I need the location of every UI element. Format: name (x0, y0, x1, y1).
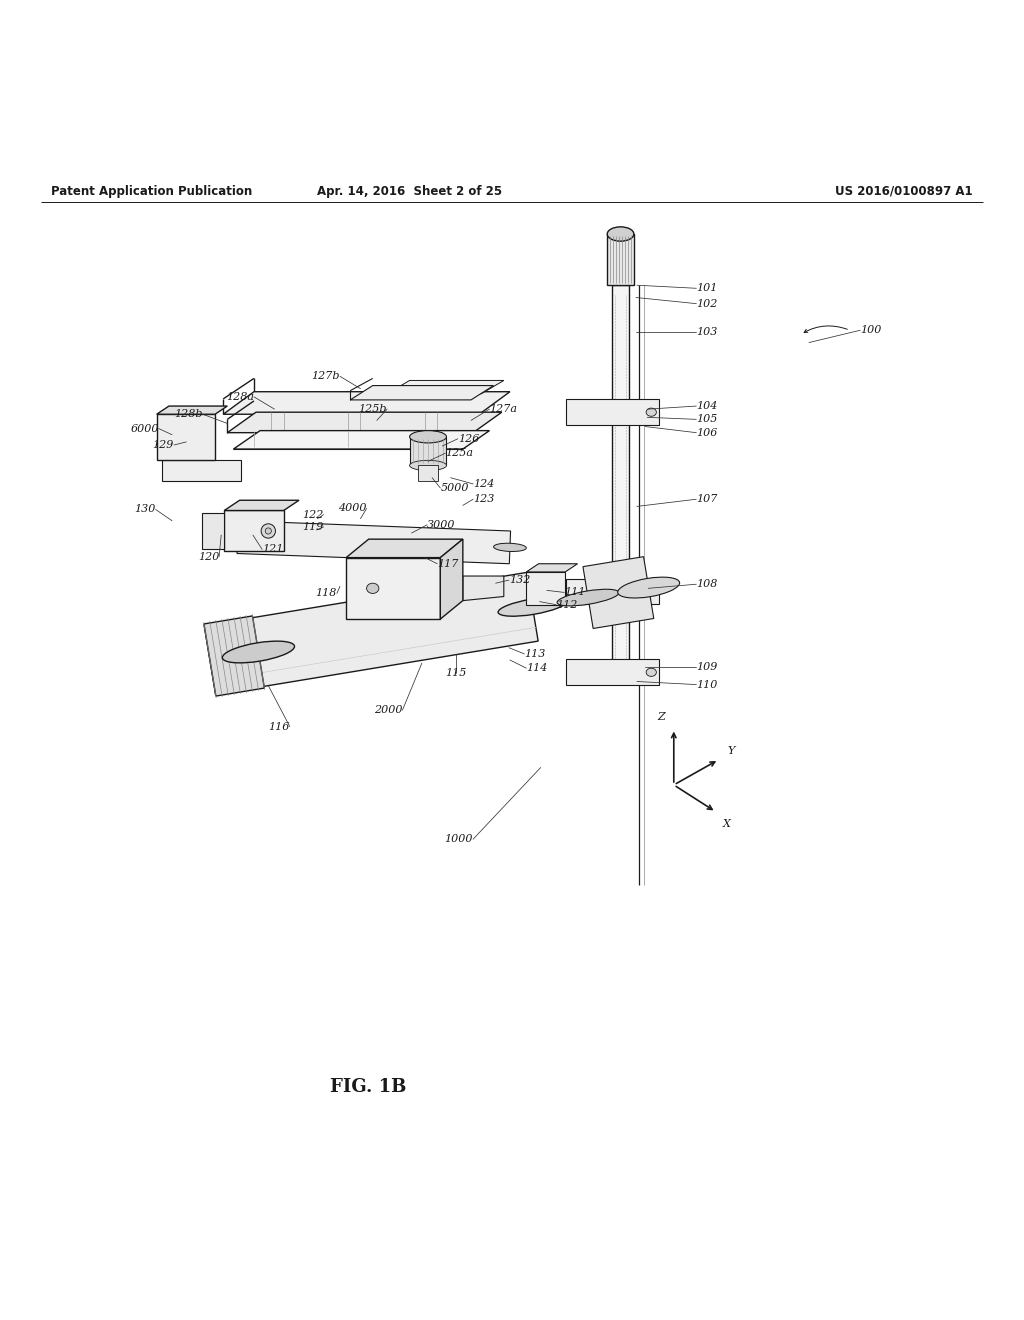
Text: 126: 126 (458, 434, 479, 444)
Text: 5000: 5000 (440, 483, 469, 492)
Polygon shape (202, 512, 224, 549)
Text: 129: 129 (153, 440, 174, 450)
Text: 119: 119 (302, 521, 324, 532)
Polygon shape (566, 578, 659, 605)
Text: 100: 100 (860, 325, 882, 335)
Polygon shape (583, 557, 653, 628)
Polygon shape (418, 466, 438, 480)
Text: 113: 113 (524, 649, 546, 659)
Ellipse shape (261, 524, 275, 539)
Text: 125a: 125a (445, 449, 473, 458)
Ellipse shape (646, 408, 656, 416)
Text: 103: 103 (696, 327, 718, 338)
Text: 1000: 1000 (444, 834, 473, 845)
Polygon shape (237, 521, 511, 564)
Text: 116: 116 (268, 722, 290, 731)
Text: 112: 112 (556, 599, 578, 610)
Text: 4000: 4000 (338, 503, 367, 513)
Ellipse shape (367, 583, 379, 594)
Ellipse shape (607, 227, 634, 242)
Ellipse shape (498, 597, 567, 616)
Text: 130: 130 (134, 504, 156, 515)
Text: 123: 123 (473, 494, 495, 504)
Text: 128a: 128a (226, 392, 254, 401)
Polygon shape (224, 500, 299, 511)
Polygon shape (350, 385, 494, 400)
Ellipse shape (222, 642, 295, 663)
Polygon shape (566, 660, 659, 685)
Text: 114: 114 (526, 663, 548, 673)
Ellipse shape (494, 544, 526, 552)
Text: 127b: 127b (311, 371, 340, 381)
Polygon shape (387, 380, 504, 393)
Text: FIG. 1B: FIG. 1B (331, 1078, 407, 1096)
Ellipse shape (646, 668, 656, 676)
Text: 132: 132 (509, 576, 530, 585)
Text: 3000: 3000 (427, 520, 456, 529)
Polygon shape (157, 407, 227, 414)
Text: 125b: 125b (358, 404, 387, 414)
Ellipse shape (557, 589, 618, 606)
Text: Y: Y (727, 746, 735, 756)
Text: Z: Z (657, 713, 666, 722)
Polygon shape (227, 412, 502, 433)
Text: 101: 101 (696, 284, 718, 293)
Polygon shape (410, 437, 446, 466)
Text: 102: 102 (696, 298, 718, 309)
Ellipse shape (410, 461, 446, 470)
Text: 118: 118 (315, 589, 337, 598)
Polygon shape (157, 414, 215, 461)
Polygon shape (346, 539, 463, 557)
Ellipse shape (617, 577, 680, 598)
Polygon shape (463, 576, 504, 601)
Text: 127a: 127a (489, 404, 517, 414)
Polygon shape (346, 557, 440, 619)
Text: 117: 117 (437, 558, 459, 569)
Text: 111: 111 (564, 587, 586, 598)
Polygon shape (607, 234, 634, 285)
Text: 128b: 128b (174, 409, 203, 420)
Polygon shape (440, 539, 463, 619)
Text: 107: 107 (696, 494, 718, 504)
Polygon shape (233, 430, 489, 449)
Text: X: X (722, 820, 730, 829)
Text: Patent Application Publication: Patent Application Publication (51, 185, 253, 198)
Text: 2000: 2000 (374, 705, 402, 715)
Polygon shape (224, 511, 284, 552)
Polygon shape (223, 392, 510, 414)
Text: 115: 115 (445, 668, 466, 678)
Polygon shape (612, 285, 629, 681)
Text: 110: 110 (696, 680, 718, 689)
Text: 106: 106 (696, 428, 718, 438)
Text: 121: 121 (262, 544, 284, 554)
Text: 104: 104 (696, 401, 718, 411)
Polygon shape (526, 572, 565, 605)
Polygon shape (162, 461, 241, 480)
Polygon shape (566, 400, 659, 425)
Polygon shape (204, 616, 264, 696)
Text: US 2016/0100897 A1: US 2016/0100897 A1 (836, 185, 973, 198)
Text: 122: 122 (302, 510, 324, 520)
Text: 6000: 6000 (130, 424, 159, 433)
Ellipse shape (265, 528, 271, 535)
Polygon shape (526, 564, 578, 572)
Ellipse shape (410, 430, 446, 444)
Text: 105: 105 (696, 414, 718, 424)
Text: 120: 120 (198, 552, 219, 561)
Text: 109: 109 (696, 663, 718, 672)
Text: Apr. 14, 2016  Sheet 2 of 25: Apr. 14, 2016 Sheet 2 of 25 (317, 185, 502, 198)
Text: 124: 124 (473, 479, 495, 488)
Ellipse shape (646, 587, 656, 595)
Text: 108: 108 (696, 579, 718, 589)
Polygon shape (204, 573, 539, 694)
